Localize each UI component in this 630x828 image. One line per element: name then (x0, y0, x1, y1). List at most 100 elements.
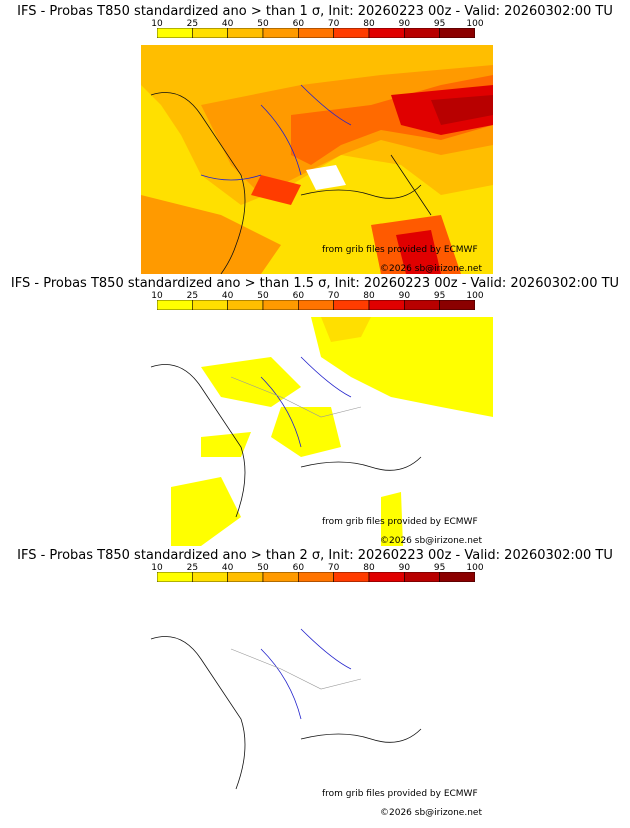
colorbar-tick-label: 10 (151, 291, 163, 301)
colorbar-segment (157, 572, 193, 582)
map-panel-3: IFS - Probas T850 standardized ano > tha… (0, 544, 630, 818)
colorbar-tick-label: 60 (292, 563, 305, 573)
colorbar-segment (298, 28, 334, 38)
colorbar-segment (333, 28, 370, 38)
panel-title: IFS - Probas T850 standardized ano > tha… (10, 276, 620, 291)
colorbar (157, 572, 475, 582)
river (300, 356, 352, 398)
colorbar-segment (298, 300, 334, 310)
border (230, 376, 362, 418)
coastline (150, 364, 246, 518)
colorbar-tick-label: 80 (363, 291, 375, 301)
colorbar-segment (333, 300, 370, 310)
colorbar-segment (157, 300, 193, 310)
colorbar-tick-label: 25 (186, 563, 199, 573)
colorbar-segment (157, 28, 193, 38)
colorbar-tick-label: 60 (292, 19, 305, 29)
borders (230, 376, 362, 418)
colorbar-tick-label: 50 (257, 291, 269, 301)
colorbar-tick-label: 10 (151, 19, 163, 29)
colorbar-tick-label: 10 (151, 563, 163, 573)
colorbar-tick-label: 25 (186, 19, 199, 29)
map-panel-1: IFS - Probas T850 standardized ano > tha… (0, 0, 630, 274)
source-credit: from grib files provided by ECMWF (322, 517, 478, 527)
colorbar-tick-label: 80 (363, 563, 375, 573)
probability-map (141, 45, 493, 274)
coastlines (150, 92, 432, 274)
colorbar-tick-label: 95 (433, 563, 446, 573)
river (300, 84, 352, 126)
colorbar-labels: 10 25 40 50 60 70 80 90 95 100 (151, 19, 483, 29)
colorbar-tick-label: 100 (466, 19, 484, 29)
colorbar-labels: 10 25 40 50 60 70 80 90 95 100 (151, 563, 483, 573)
colorbar-segment (262, 28, 299, 38)
map-panel-2: IFS - Probas T850 standardized ano > tha… (0, 272, 630, 546)
river (260, 104, 302, 176)
border (230, 648, 362, 690)
coastlines (150, 636, 422, 790)
source-credit: from grib files provided by ECMWF (322, 245, 478, 255)
colorbar-segment (192, 572, 228, 582)
colorbar-tick-label: 50 (257, 19, 269, 29)
colorbar-segment (439, 572, 475, 582)
colorbar-segment (333, 572, 370, 582)
coastline (300, 728, 422, 743)
colorbar-segment (404, 28, 440, 38)
river (200, 174, 262, 181)
colorbar-tick-label: 100 (466, 291, 484, 301)
colorbar-tick-label: 40 (221, 563, 234, 573)
colorbar-tick-label: 100 (466, 563, 484, 573)
rivers (260, 628, 352, 720)
colorbar-tick-label: 60 (292, 291, 305, 301)
colorbar-tick-label: 95 (433, 19, 446, 29)
probability-map (141, 317, 493, 546)
river (260, 376, 302, 448)
colorbar-segment (227, 572, 264, 582)
copyright-credit: ©2026 sb@irizone.net (380, 264, 482, 274)
colorbar-tick-label: 95 (433, 291, 446, 301)
colorbar-segment (368, 28, 405, 38)
colorbar-segment (262, 300, 299, 310)
rivers (260, 356, 352, 448)
colorbar-tick-label: 50 (257, 563, 269, 573)
colorbar-segment (368, 572, 405, 582)
copyright-credit: ©2026 sb@irizone.net (380, 536, 482, 546)
colorbar-segment (262, 572, 299, 582)
colorbar-segment (404, 572, 440, 582)
probability-map (141, 589, 493, 818)
colorbar-tick-label: 80 (363, 19, 375, 29)
colorbar-segment (298, 572, 334, 582)
rivers (200, 84, 352, 181)
colorbar-labels: 10 25 40 50 60 70 80 90 95 100 (151, 291, 483, 301)
source-credit: from grib files provided by ECMWF (322, 789, 478, 799)
coastline (150, 636, 246, 790)
borders (230, 648, 362, 690)
panel-title: IFS - Probas T850 standardized ano > tha… (17, 4, 613, 19)
colorbar-tick-label: 70 (327, 291, 340, 301)
colorbar-tick-label: 40 (221, 19, 234, 29)
river (260, 648, 302, 720)
coastline (300, 456, 422, 471)
colorbar-tick-label: 90 (398, 563, 411, 573)
coastlines (150, 364, 422, 518)
colorbar-segment (192, 300, 228, 310)
river (300, 628, 352, 670)
panel-title: IFS - Probas T850 standardized ano > tha… (17, 548, 613, 563)
colorbar-tick-label: 70 (327, 19, 340, 29)
coastline (150, 92, 246, 274)
colorbar-tick-label: 90 (398, 19, 411, 29)
colorbar-segment (368, 300, 405, 310)
colorbar-segment (192, 28, 228, 38)
colorbar-segment (439, 300, 475, 310)
coastline (390, 154, 432, 216)
copyright-credit: ©2026 sb@irizone.net (380, 808, 482, 818)
colorbar-tick-label: 25 (186, 291, 199, 301)
colorbar-tick-label: 90 (398, 291, 411, 301)
colorbar-segment (227, 28, 264, 38)
coastline (300, 184, 422, 199)
colorbar-segment (227, 300, 264, 310)
colorbar (157, 300, 475, 310)
colorbar-segment (404, 300, 440, 310)
colorbar-tick-label: 70 (327, 563, 340, 573)
colorbar-segment (439, 28, 475, 38)
